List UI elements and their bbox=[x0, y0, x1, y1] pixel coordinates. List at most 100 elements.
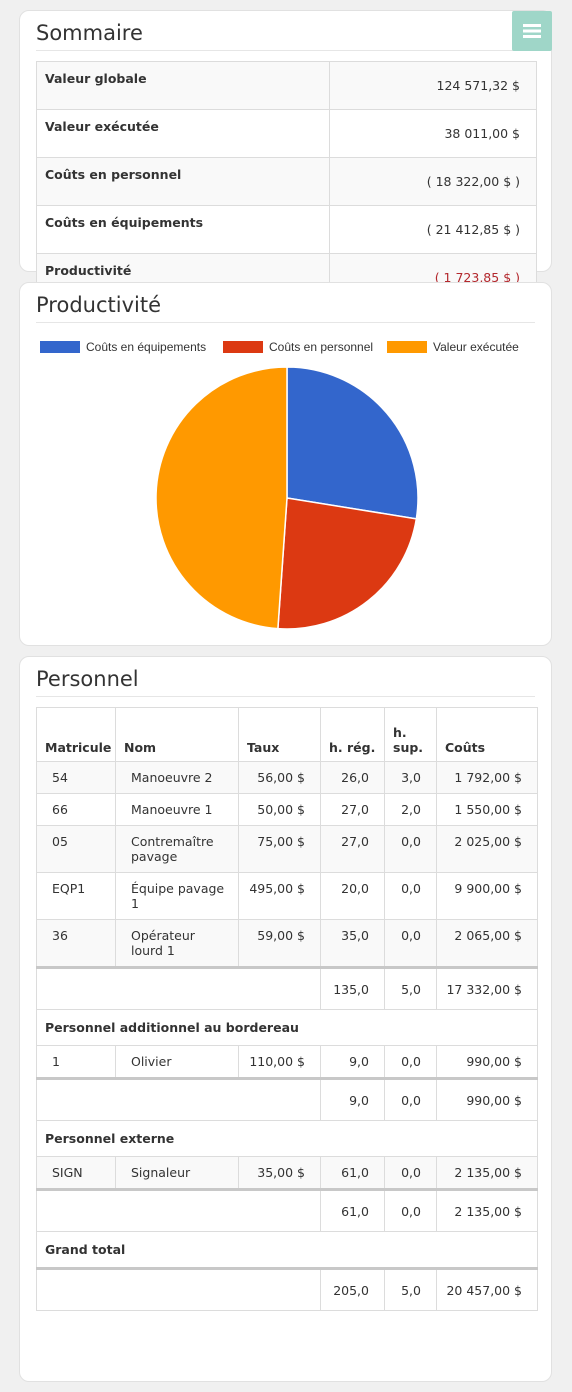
summary-label: Coûts en personnel bbox=[36, 157, 330, 206]
cell-taux: 35,00 $ bbox=[238, 1156, 321, 1190]
table-row[interactable]: 05 Contremaître pavage 75,00 $27,0 0,0 2 025… bbox=[36, 825, 538, 873]
table-row[interactable]: EQP1 Équipe pavage 1 495,00 $20,0 0,0 9 900,… bbox=[36, 872, 538, 920]
total-h-sup: 5,0 bbox=[384, 966, 437, 1010]
summary-value: ( 21 412,85 $ ) bbox=[329, 205, 537, 254]
cell-matricule: EQP1 bbox=[36, 872, 116, 920]
productivity-title: Productivité bbox=[36, 293, 535, 323]
total-h-sup: 5,0 bbox=[384, 1267, 437, 1311]
total-spacer bbox=[36, 1077, 321, 1121]
cell-h-reg: 9,0 bbox=[320, 1045, 385, 1079]
col-header-matricule[interactable]: Matricule bbox=[36, 707, 116, 762]
cell-nom: Équipe pavage 1 bbox=[115, 872, 239, 920]
cell-couts: 1 792,00 $ bbox=[436, 761, 538, 794]
cell-taux: 75,00 $ bbox=[238, 825, 321, 873]
group-label: Grand total bbox=[36, 1231, 538, 1269]
cell-couts: 9 900,00 $ bbox=[436, 872, 538, 920]
cell-couts: 2 135,00 $ bbox=[436, 1156, 538, 1190]
cell-couts: 2 065,00 $ bbox=[436, 919, 538, 968]
legend-swatch bbox=[40, 341, 80, 353]
total-h-sup: 0,0 bbox=[384, 1188, 437, 1232]
pie-chart bbox=[155, 366, 419, 630]
col-header-nom[interactable]: Nom bbox=[115, 707, 239, 762]
legend-swatch bbox=[223, 341, 263, 353]
cell-nom: Signaleur bbox=[115, 1156, 239, 1190]
cell-h-sup: 0,0 bbox=[384, 872, 437, 920]
pie-slice-3[interactable] bbox=[155, 366, 288, 630]
legend-label: Valeur exécutée bbox=[433, 340, 519, 354]
cell-h-reg: 61,0 bbox=[320, 1156, 385, 1190]
total-h-reg: 61,0 bbox=[320, 1188, 385, 1232]
cell-h-sup: 0,0 bbox=[384, 919, 437, 968]
hamburger-menu-icon bbox=[523, 24, 541, 38]
subtotal-row: 9,0 0,0 990,00 $ bbox=[36, 1077, 538, 1121]
table-row[interactable]: 1 Olivier 110,00 $9,0 0,0 990,00 $ bbox=[36, 1045, 538, 1079]
summary-value: ( 18 322,00 $ ) bbox=[329, 157, 537, 206]
cell-h-reg: 27,0 bbox=[320, 793, 385, 826]
total-h-sup: 0,0 bbox=[384, 1077, 437, 1121]
cell-couts: 990,00 $ bbox=[436, 1045, 538, 1079]
cell-taux: 56,00 $ bbox=[238, 761, 321, 794]
group-label: Personnel additionnel au bordereau bbox=[36, 1009, 538, 1046]
cell-matricule: 05 bbox=[36, 825, 116, 873]
total-h-reg: 205,0 bbox=[320, 1267, 385, 1311]
summary-card: Sommaire Valeur globale 124 571,32 $ Valeu… bbox=[19, 10, 552, 302]
group-header-additional: Personnel additionnel au bordereau bbox=[36, 1009, 538, 1046]
pie-slice-2[interactable] bbox=[277, 497, 418, 630]
subtotal-row: 61,0 0,0 2 135,00 $ bbox=[36, 1188, 538, 1232]
group-header-grand-total: Grand total bbox=[36, 1231, 538, 1269]
cell-h-sup: 0,0 bbox=[384, 1156, 437, 1190]
cell-h-reg: 35,0 bbox=[320, 919, 385, 968]
summary-row: Coûts en personnel( 18 322,00 $ ) bbox=[36, 157, 537, 206]
cell-nom: Manoeuvre 1 bbox=[115, 793, 239, 826]
summary-value: 38 011,00 $ bbox=[329, 109, 537, 158]
table-row[interactable]: SIGN Signaleur 35,00 $61,0 0,0 2 135,00 $ bbox=[36, 1156, 538, 1190]
col-header-h-reg[interactable]: h. rég. bbox=[320, 707, 385, 762]
group-label: Personnel externe bbox=[36, 1120, 538, 1157]
summary-row: Coûts en équipements( 21 412,85 $ ) bbox=[36, 205, 537, 254]
legend-label: Coûts en équipements bbox=[86, 340, 207, 354]
total-spacer bbox=[36, 1267, 321, 1311]
cell-matricule: SIGN bbox=[36, 1156, 116, 1190]
cell-h-reg: 20,0 bbox=[320, 872, 385, 920]
cell-nom: Opérateur lourd 1 bbox=[115, 919, 239, 968]
col-header-taux[interactable]: Taux bbox=[238, 707, 321, 762]
legend-item[interactable]: Coûts en personnel bbox=[223, 340, 373, 354]
cell-couts: 1 550,00 $ bbox=[436, 793, 538, 826]
pie-slice-1[interactable] bbox=[286, 366, 419, 520]
productivity-card: Productivité Coûts en équipements Coûts e… bbox=[19, 282, 552, 646]
summary-label: Coûts en équipements bbox=[36, 205, 330, 254]
table-row[interactable]: 66 Manoeuvre 1 50,00 $27,0 2,0 1 550,00 $ bbox=[36, 793, 538, 826]
legend-item[interactable]: Valeur exécutée bbox=[387, 340, 519, 354]
cell-nom: Olivier bbox=[115, 1045, 239, 1079]
personnel-table: Matricule Nom Taux h. rég. h. sup. Coûts… bbox=[36, 707, 538, 1311]
cell-h-sup: 3,0 bbox=[384, 761, 437, 794]
legend-swatch bbox=[387, 341, 427, 353]
legend-label: Coûts en personnel bbox=[269, 340, 374, 354]
cell-matricule: 1 bbox=[36, 1045, 116, 1079]
total-h-reg: 135,0 bbox=[320, 966, 385, 1010]
total-couts: 990,00 $ bbox=[436, 1077, 538, 1121]
total-h-reg: 9,0 bbox=[320, 1077, 385, 1121]
col-header-couts[interactable]: Coûts bbox=[436, 707, 538, 762]
summary-row: Valeur globale 124 571,32 $ bbox=[36, 61, 537, 110]
personnel-title: Personnel bbox=[36, 667, 535, 697]
summary-title: Sommaire bbox=[36, 21, 535, 51]
table-row[interactable]: 54 Manoeuvre 2 56,00 $26,0 3,0 1 792,00 $ bbox=[36, 761, 538, 794]
cell-taux: 110,00 $ bbox=[238, 1045, 321, 1079]
grand-total-row: 205,0 5,0 20 457,00 $ bbox=[36, 1267, 538, 1311]
cell-h-sup: 2,0 bbox=[384, 793, 437, 826]
total-spacer bbox=[36, 1188, 321, 1232]
table-row[interactable]: 36 Opérateur lourd 1 59,00 $35,0 0,0 2 065,0… bbox=[36, 919, 538, 968]
col-header-h-sup[interactable]: h. sup. bbox=[384, 707, 437, 762]
summary-table: Valeur globale 124 571,32 $ Valeur exécuté… bbox=[36, 61, 537, 302]
personnel-card: Personnel Matricule Nom Taux h. rég. h. … bbox=[19, 656, 552, 1382]
cell-nom: Contremaître pavage bbox=[115, 825, 239, 873]
cell-h-reg: 26,0 bbox=[320, 761, 385, 794]
cell-couts: 2 025,00 $ bbox=[436, 825, 538, 873]
menu-button[interactable] bbox=[512, 11, 552, 51]
legend-item[interactable]: Coûts en équipements bbox=[40, 340, 206, 354]
cell-h-sup: 0,0 bbox=[384, 1045, 437, 1079]
total-spacer bbox=[36, 966, 321, 1010]
cell-taux: 50,00 $ bbox=[238, 793, 321, 826]
total-couts: 17 332,00 $ bbox=[436, 966, 538, 1010]
